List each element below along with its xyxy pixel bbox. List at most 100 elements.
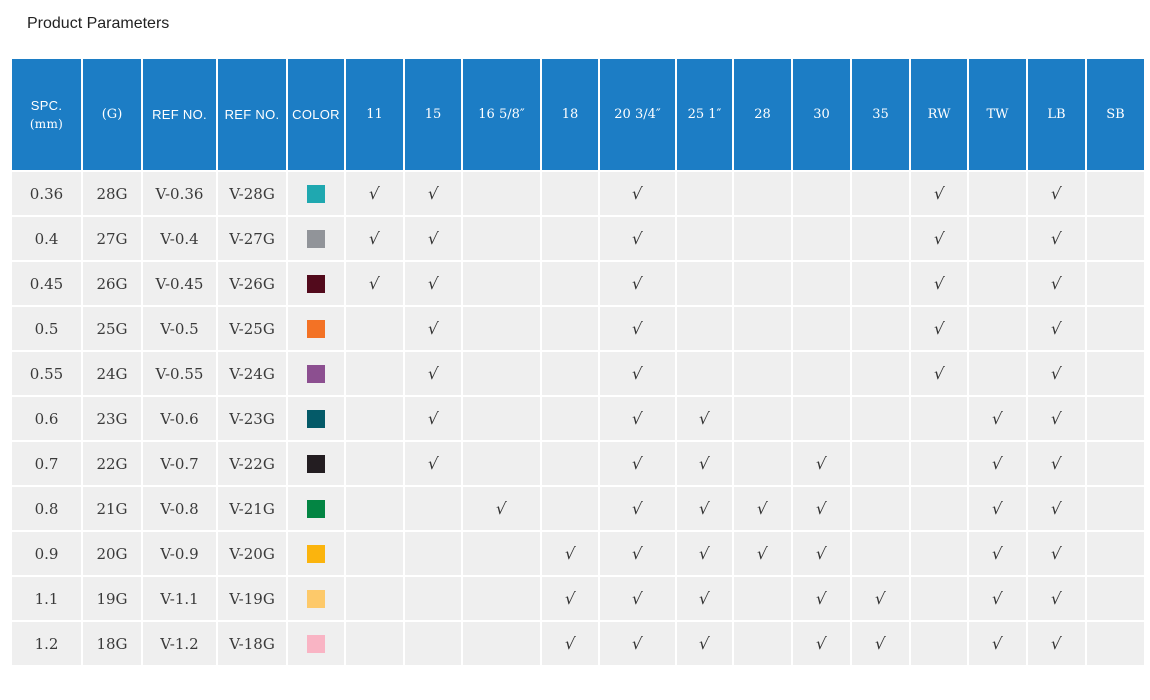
column-header: SPC. (mm) — [10, 57, 83, 172]
color-cell — [286, 440, 346, 487]
check-cell — [850, 260, 911, 307]
color-swatch — [307, 230, 325, 248]
ref-no-cell[interactable]: V-0.8 — [141, 485, 218, 532]
check-cell: √ — [461, 485, 542, 532]
color-cell — [286, 170, 346, 217]
ref-no-2-cell[interactable]: V-27G — [216, 215, 288, 262]
check-cell — [1085, 260, 1146, 307]
check-cell — [1085, 395, 1146, 442]
check-cell — [461, 260, 542, 307]
check-cell: √ — [598, 485, 677, 532]
ref-no-2-cell[interactable]: V-25G — [216, 305, 288, 352]
ref-no-cell[interactable]: V-0.4 — [141, 215, 218, 262]
color-swatch — [307, 500, 325, 518]
check-cell — [675, 260, 734, 307]
color-cell — [286, 260, 346, 307]
spc-cell: 0.9 — [10, 530, 83, 577]
check-cell — [461, 395, 542, 442]
color-swatch — [307, 455, 325, 473]
table-row: 0.6 23G V-0.6 V-23G √ √ √ √ √ — [10, 395, 1146, 442]
check-mark-icon: √ — [631, 229, 644, 248]
ref-no-2-cell[interactable]: V-19G — [216, 575, 288, 622]
check-cell — [732, 170, 793, 217]
column-header: 15 — [403, 57, 463, 172]
check-cell: √ — [598, 395, 677, 442]
check-cell: √ — [1026, 350, 1087, 397]
check-mark-icon: √ — [991, 454, 1004, 473]
table-row: 0.45 26G V-0.45 V-26G √ √ √ √ √ — [10, 260, 1146, 307]
ref-no-2-cell[interactable]: V-18G — [216, 620, 288, 667]
check-cell: √ — [403, 395, 463, 442]
check-cell — [344, 530, 405, 577]
check-cell — [850, 350, 911, 397]
check-cell — [344, 305, 405, 352]
ref-no-cell[interactable]: V-0.55 — [141, 350, 218, 397]
column-header: REF NO. — [216, 57, 288, 172]
check-cell — [675, 170, 734, 217]
ref-no-2-cell[interactable]: V-20G — [216, 530, 288, 577]
ref-no-cell[interactable]: V-0.6 — [141, 395, 218, 442]
check-cell — [791, 350, 852, 397]
check-cell — [1085, 620, 1146, 667]
ref-no-cell[interactable]: V-1.1 — [141, 575, 218, 622]
table-row: 0.7 22G V-0.7 V-22G √ √ √ √ √ √ — [10, 440, 1146, 487]
check-mark-icon: √ — [631, 409, 644, 428]
check-cell: √ — [1026, 305, 1087, 352]
check-mark-icon: √ — [991, 634, 1004, 653]
check-cell: √ — [598, 530, 677, 577]
check-mark-icon: √ — [426, 184, 440, 203]
check-cell — [850, 440, 911, 487]
ref-no-2-cell[interactable]: V-21G — [216, 485, 288, 532]
check-cell: √ — [967, 620, 1028, 667]
check-cell — [1085, 350, 1146, 397]
ref-no-cell[interactable]: V-0.7 — [141, 440, 218, 487]
check-cell — [791, 215, 852, 262]
check-cell: √ — [909, 260, 969, 307]
spc-cell: 0.45 — [10, 260, 83, 307]
check-cell — [403, 485, 463, 532]
check-mark-icon: √ — [991, 409, 1004, 428]
ref-no-2-cell[interactable]: V-22G — [216, 440, 288, 487]
column-header: REF NO. — [141, 57, 218, 172]
check-cell — [344, 620, 405, 667]
ref-no-cell[interactable]: V-0.5 — [141, 305, 218, 352]
check-mark-icon: √ — [631, 589, 644, 608]
check-cell: √ — [598, 260, 677, 307]
column-header: 20 3/4″ — [598, 57, 677, 172]
ref-no-cell[interactable]: V-0.36 — [141, 170, 218, 217]
check-cell — [1085, 170, 1146, 217]
check-mark-icon: √ — [631, 319, 644, 338]
table-row: 0.9 20G V-0.9 V-20G √ √ √ √ √ √ √ — [10, 530, 1146, 577]
column-header: 30 — [791, 57, 852, 172]
spc-cell: 0.5 — [10, 305, 83, 352]
spc-cell: 1.2 — [10, 620, 83, 667]
color-swatch — [307, 275, 325, 293]
check-cell — [344, 395, 405, 442]
check-cell: √ — [1026, 395, 1087, 442]
check-mark-icon: √ — [563, 589, 577, 608]
ref-no-2-cell[interactable]: V-28G — [216, 170, 288, 217]
column-header: LB — [1026, 57, 1087, 172]
check-cell: √ — [598, 215, 677, 262]
column-header: 11 — [344, 57, 405, 172]
gauge-cell: 22G — [81, 440, 143, 487]
table-row: 1.2 18G V-1.2 V-18G √ √ √ √ √ √ √ — [10, 620, 1146, 667]
ref-no-2-cell[interactable]: V-26G — [216, 260, 288, 307]
check-cell: √ — [850, 620, 911, 667]
ref-no-2-cell[interactable]: V-23G — [216, 395, 288, 442]
check-mark-icon: √ — [368, 274, 381, 293]
check-cell — [1085, 485, 1146, 532]
check-cell — [850, 170, 911, 217]
color-cell — [286, 215, 346, 262]
table-row: 1.1 19G V-1.1 V-19G √ √ √ √ √ √ √ — [10, 575, 1146, 622]
ref-no-cell[interactable]: V-0.45 — [141, 260, 218, 307]
check-mark-icon: √ — [1050, 499, 1063, 518]
ref-no-cell[interactable]: V-0.9 — [141, 530, 218, 577]
check-cell: √ — [540, 620, 600, 667]
check-mark-icon: √ — [631, 499, 644, 518]
ref-no-cell[interactable]: V-1.2 — [141, 620, 218, 667]
table-row: 0.55 24G V-0.55 V-24G √ √ √ √ — [10, 350, 1146, 397]
check-cell: √ — [598, 440, 677, 487]
ref-no-2-cell[interactable]: V-24G — [216, 350, 288, 397]
color-cell — [286, 350, 346, 397]
